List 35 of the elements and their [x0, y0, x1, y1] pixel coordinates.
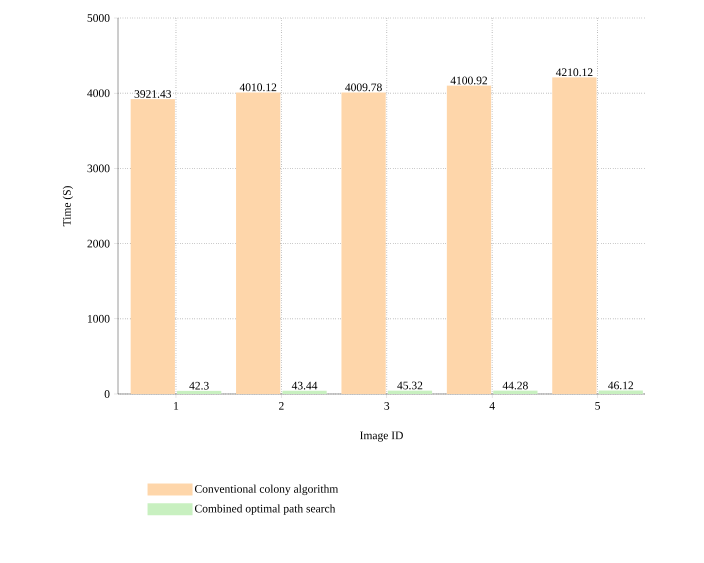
y-tick-label: 2000	[87, 240, 110, 248]
bar	[598, 390, 643, 394]
y-tick-label: 4000	[87, 89, 110, 98]
x-tick-label: 4	[490, 402, 495, 410]
bar	[177, 390, 222, 394]
y-axis-title: Time (S)	[62, 186, 74, 226]
data-label: 3921.43	[134, 90, 172, 98]
data-label: 4009.78	[345, 83, 382, 92]
y-tick-label: 5000	[88, 14, 110, 22]
x-tick-label: 5	[595, 402, 600, 410]
x-tick-label: 2	[278, 402, 284, 410]
bar	[493, 390, 538, 394]
data-label: 46.12	[608, 382, 634, 390]
data-label: 4100.92	[450, 76, 488, 84]
y-tick-label: 3000	[88, 164, 110, 172]
x-tick-label: 1	[174, 402, 178, 410]
data-label: 4010.12	[240, 83, 276, 92]
bar	[388, 390, 432, 394]
data-label: 44.28	[502, 382, 528, 390]
bar	[341, 92, 386, 394]
legend-label: Combined optimal path search	[195, 504, 336, 515]
data-label: 42.3	[189, 382, 209, 390]
bar	[236, 92, 280, 394]
bar	[552, 77, 597, 394]
x-axis-title: Image ID	[360, 432, 403, 442]
data-label: 45.32	[397, 382, 422, 390]
bar	[130, 99, 175, 394]
bar	[446, 86, 492, 394]
data-label: 43.44	[292, 382, 318, 390]
y-tick-label: 0	[104, 390, 110, 398]
y-tick-label: 1000	[88, 314, 110, 323]
legend-label: Conventional colony algorithm	[195, 484, 338, 496]
x-tick-label: 3	[384, 402, 390, 410]
data-label: 4210.12	[556, 68, 592, 76]
bar	[282, 390, 327, 394]
